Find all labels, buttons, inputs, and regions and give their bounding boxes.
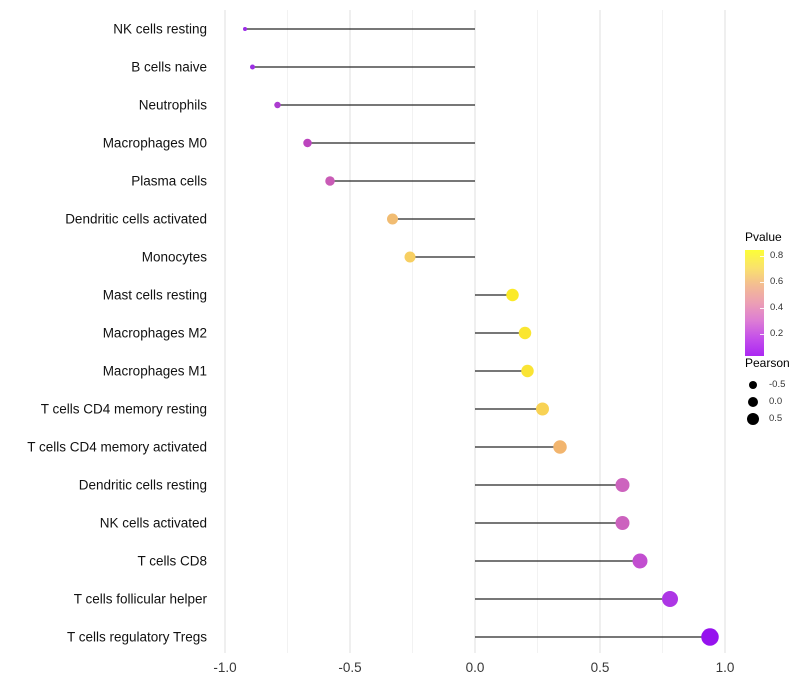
y-axis-label: T cells follicular helper xyxy=(74,592,208,607)
pearson-legend-item: 0.5 xyxy=(746,410,790,427)
lollipop-dot xyxy=(404,251,416,263)
y-axis-label: Monocytes xyxy=(142,250,208,265)
x-axis-tick-label: -1.0 xyxy=(213,660,236,675)
y-axis-label: NK cells resting xyxy=(113,22,207,37)
x-axis-tick-label: 1.0 xyxy=(716,660,735,675)
pearson-legend: Pearson -0.5 0.0 0.5 xyxy=(744,356,790,427)
pearson-size-label: 0.5 xyxy=(769,413,783,424)
lollipop-dot xyxy=(615,478,630,492)
lollipop-dot xyxy=(387,213,398,225)
lollipop-dot xyxy=(536,402,549,416)
pvalue-colorbar-tick-mark xyxy=(760,333,764,335)
x-axis-tick-label: -0.5 xyxy=(338,660,361,675)
y-axis-label: B cells naive xyxy=(131,60,207,75)
pvalue-legend: Pvalue 0.8 0.6 0.4 0.2 xyxy=(744,230,800,358)
lollipop-dot xyxy=(632,553,648,569)
pearson-size-dot xyxy=(749,380,757,389)
pvalue-colorbar-tick-label: 0.2 xyxy=(770,328,784,339)
y-axis-label: Dendritic cells activated xyxy=(65,212,207,227)
pearson-legend-item: -0.5 xyxy=(746,376,790,393)
lollipop-dot xyxy=(553,440,567,454)
lollipop-dot xyxy=(518,326,532,340)
y-axis-label: T cells CD4 memory resting xyxy=(41,402,207,417)
y-axis-label: T cells regulatory Tregs xyxy=(67,630,207,645)
pvalue-colorbar-tick-mark xyxy=(760,255,764,257)
pearson-size-label: -0.5 xyxy=(769,379,786,390)
y-axis-label: Dendritic cells resting xyxy=(79,478,207,493)
pvalue-colorbar-tick-label: 0.8 xyxy=(770,250,784,261)
lollipop-dot xyxy=(662,591,678,607)
y-axis-label: Macrophages M1 xyxy=(103,364,207,379)
lollipop-dot xyxy=(274,101,281,109)
pvalue-colorbar-tick-mark xyxy=(760,307,764,309)
pvalue-colorbar-tick-label: 0.4 xyxy=(770,302,784,313)
y-axis-label: T cells CD8 xyxy=(137,554,207,569)
lollipop-dot xyxy=(701,628,719,646)
pvalue-colorbar-tick-label: 0.6 xyxy=(770,276,784,287)
y-axis-label: T cells CD4 memory activated xyxy=(27,440,207,455)
y-axis-label: NK cells activated xyxy=(100,516,207,531)
pearson-legend-item: 0.0 xyxy=(746,393,790,410)
lollipop-dot xyxy=(521,364,534,378)
lollipop-dot xyxy=(243,27,247,31)
pearson-size-dot xyxy=(747,412,759,425)
lollipop-dot xyxy=(303,138,312,148)
pearson-legend-items: -0.5 0.0 0.5 xyxy=(744,376,790,427)
y-axis-label: Macrophages M2 xyxy=(103,326,207,341)
pvalue-colorbar-tick-mark xyxy=(760,281,764,283)
lollipop-dot xyxy=(250,64,255,70)
y-axis-label: Macrophages M0 xyxy=(103,136,207,151)
pvalue-legend-title: Pvalue xyxy=(745,230,782,244)
lollipop-dot xyxy=(325,176,335,186)
lollipop-dot xyxy=(615,516,630,530)
y-axis-label: Neutrophils xyxy=(139,98,208,113)
lollipop-dot xyxy=(506,288,519,302)
pvalue-colorbar-wrap: 0.8 0.6 0.4 0.2 xyxy=(744,250,800,358)
x-axis-tick-label: 0.0 xyxy=(466,660,485,675)
y-axis-label: Plasma cells xyxy=(131,174,207,189)
pearson-legend-title: Pearson xyxy=(745,356,790,370)
x-axis-tick-label: 0.5 xyxy=(591,660,610,675)
pvalue-colorbar xyxy=(745,250,764,356)
y-axis-label: Mast cells resting xyxy=(103,288,207,303)
pearson-size-label: 0.0 xyxy=(769,396,783,407)
pearson-size-dot xyxy=(748,396,758,407)
